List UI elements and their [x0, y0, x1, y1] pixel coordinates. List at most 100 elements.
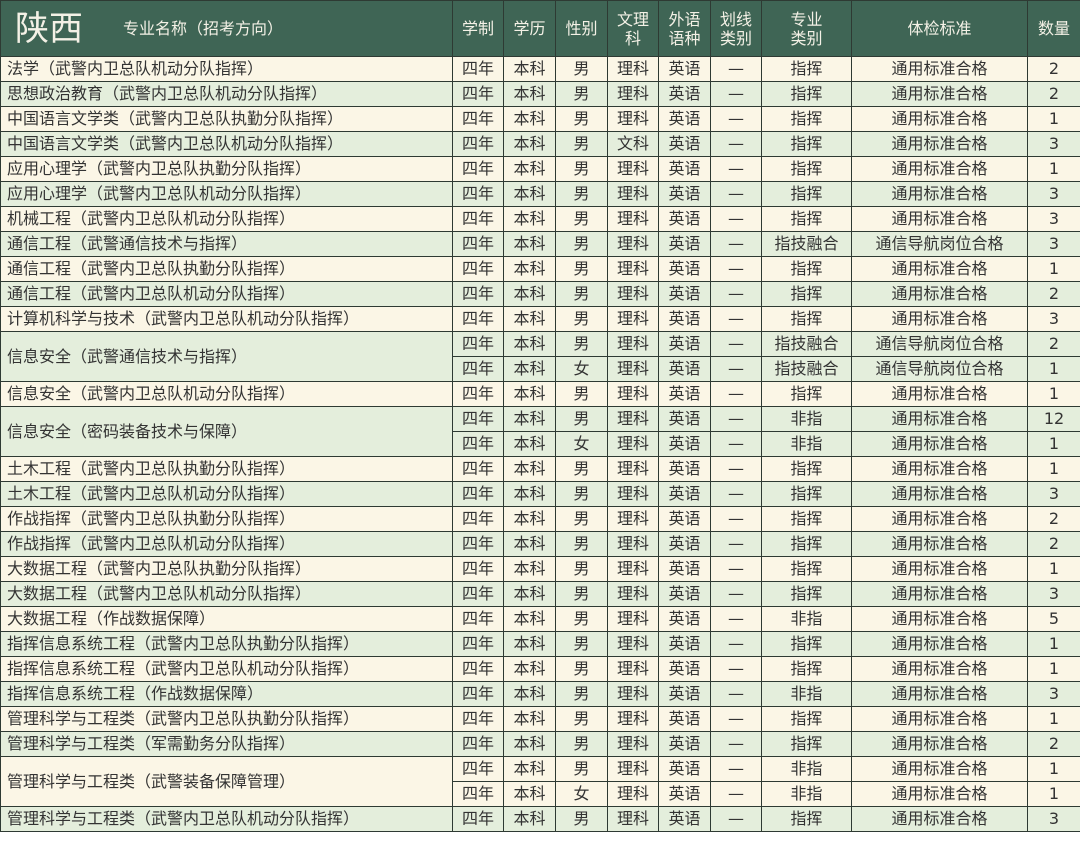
major-name: 应用心理学（武警内卫总队执勤分队指挥） — [0, 156, 453, 182]
cell-cutoff: — — [710, 731, 762, 757]
cell-physical: 通用标准合格 — [851, 531, 1028, 557]
cell-count: 1 — [1027, 656, 1080, 682]
cell-duration: 四年 — [452, 756, 504, 782]
cell-gender: 男 — [555, 456, 608, 482]
cell-physical: 通用标准合格 — [851, 581, 1028, 607]
cell-language: 英语 — [658, 781, 711, 807]
table-row: 通信工程（武警通信技术与指挥） 四年 本科男理科 英语 — 指技融合 通信导航岗位合格 3 — [0, 231, 1080, 257]
cell-subject: 理科 — [607, 531, 659, 557]
cell-category: 指挥 — [761, 631, 852, 657]
cell-count: 1 — [1027, 781, 1080, 807]
table-row: 大数据工程（作战数据保障） 四年 本科男理科 英语 — 非指 通用标准合格 5 — [0, 606, 1080, 632]
table-row: 指挥信息系统工程（作战数据保障） 四年 本科男理科 英语 — 非指 通用标准合格 3 — [0, 681, 1080, 707]
cell-degree: 本科 — [503, 431, 556, 457]
cell-physical: 通用标准合格 — [851, 656, 1028, 682]
table-row: 机械工程（武警内卫总队机动分队指挥） 四年 本科男理科 英语 — 指挥 通用标准合格 3 — [0, 206, 1080, 232]
cell-cutoff: — — [710, 381, 762, 407]
major-name: 通信工程（武警通信技术与指挥） — [0, 231, 453, 257]
cell-duration: 四年 — [452, 306, 504, 332]
table-row: 信息安全（密码装备技术与保障） 四年 本科男理科 英语 — 非指 通用标准合格 12 — [0, 406, 1080, 457]
cell-category: 指挥 — [761, 306, 852, 332]
column-header-duration: 学制 — [452, 0, 504, 57]
cell-gender: 男 — [555, 406, 608, 432]
cell-count: 3 — [1027, 681, 1080, 707]
cell-cutoff: — — [710, 106, 762, 132]
major-name: 思想政治教育（武警内卫总队机动分队指挥） — [0, 81, 453, 107]
major-name: 大数据工程（作战数据保障） — [0, 606, 453, 632]
cell-category: 指技融合 — [761, 331, 852, 357]
cell-subject: 理科 — [607, 681, 659, 707]
cell-category: 指挥 — [761, 281, 852, 307]
major-name: 土木工程（武警内卫总队机动分队指挥） — [0, 481, 453, 507]
column-header-language: 外语 语种 — [658, 0, 711, 57]
table-row: 中国语言文学类（武警内卫总队执勤分队指挥） 四年 本科男理科 英语 — 指挥 通用标准合格 1 — [0, 106, 1080, 132]
cell-physical: 通用标准合格 — [851, 706, 1028, 732]
cell-language: 英语 — [658, 281, 711, 307]
cell-degree: 本科 — [503, 231, 556, 257]
cell-gender: 男 — [555, 481, 608, 507]
major-name: 土木工程（武警内卫总队执勤分队指挥） — [0, 456, 453, 482]
table-row: 信息安全（武警通信技术与指挥） 四年 本科男理科 英语 — 指技融合 通信导航岗位合格 2 — [0, 331, 1080, 382]
cell-physical: 通信导航岗位合格 — [851, 331, 1028, 357]
cell-degree: 本科 — [503, 356, 556, 382]
cell-physical: 通信导航岗位合格 — [851, 231, 1028, 257]
major-name: 计算机科学与技术（武警内卫总队机动分队指挥） — [0, 306, 453, 332]
major-name: 机械工程（武警内卫总队机动分队指挥） — [0, 206, 453, 232]
cell-subject: 理科 — [607, 706, 659, 732]
cell-physical: 通用标准合格 — [851, 431, 1028, 457]
cell-category: 非指 — [761, 781, 852, 807]
cell-physical: 通用标准合格 — [851, 731, 1028, 757]
cell-language: 英语 — [658, 506, 711, 532]
cell-category: 指挥 — [761, 381, 852, 407]
cell-category: 非指 — [761, 431, 852, 457]
cell-subject: 理科 — [607, 631, 659, 657]
cell-duration: 四年 — [452, 381, 504, 407]
cell-count: 3 — [1027, 306, 1080, 332]
cell-degree: 本科 — [503, 506, 556, 532]
cell-cutoff: — — [710, 131, 762, 157]
cell-category: 指挥 — [761, 156, 852, 182]
cell-subject: 文科 — [607, 131, 659, 157]
table-row: 应用心理学（武警内卫总队执勤分队指挥） 四年 本科男理科 英语 — 指挥 通用标准合格 1 — [0, 156, 1080, 182]
cell-category: 非指 — [761, 406, 852, 432]
cell-language: 英语 — [658, 606, 711, 632]
cell-gender: 男 — [555, 206, 608, 232]
cell-subject: 理科 — [607, 181, 659, 207]
cell-language: 英语 — [658, 56, 711, 82]
cell-physical: 通用标准合格 — [851, 106, 1028, 132]
cell-language: 英语 — [658, 331, 711, 357]
table-row: 通信工程（武警内卫总队机动分队指挥） 四年 本科男理科 英语 — 指挥 通用标准合格 2 — [0, 281, 1080, 307]
cell-duration: 四年 — [452, 481, 504, 507]
cell-duration: 四年 — [452, 106, 504, 132]
cell-duration: 四年 — [452, 556, 504, 582]
cell-degree: 本科 — [503, 406, 556, 432]
cell-gender: 男 — [555, 331, 608, 357]
cell-count: 1 — [1027, 756, 1080, 782]
cell-subject: 理科 — [607, 206, 659, 232]
cell-category: 指挥 — [761, 706, 852, 732]
cell-count: 1 — [1027, 381, 1080, 407]
table-row: 土木工程（武警内卫总队执勤分队指挥） 四年 本科男理科 英语 — 指挥 通用标准合格 1 — [0, 456, 1080, 482]
cell-count: 1 — [1027, 356, 1080, 382]
major-name: 通信工程（武警内卫总队机动分队指挥） — [0, 281, 453, 307]
cell-duration: 四年 — [452, 781, 504, 807]
cell-physical: 通用标准合格 — [851, 756, 1028, 782]
cell-gender: 男 — [555, 756, 608, 782]
table-row: 四年 本科女理科 英语 — 非指 通用标准合格 1 — [1, 781, 1080, 807]
cell-count: 1 — [1027, 106, 1080, 132]
cell-degree: 本科 — [503, 731, 556, 757]
cell-category: 指挥 — [761, 581, 852, 607]
cell-count: 12 — [1027, 406, 1080, 432]
cell-gender: 女 — [555, 431, 608, 457]
cell-physical: 通用标准合格 — [851, 456, 1028, 482]
cell-category: 指挥 — [761, 556, 852, 582]
cell-gender: 男 — [555, 106, 608, 132]
major-name: 中国语言文学类（武警内卫总队执勤分队指挥） — [0, 106, 453, 132]
major-name: 管理科学与工程类（武警装备保障管理） — [0, 756, 453, 807]
cell-gender: 男 — [555, 281, 608, 307]
cell-degree: 本科 — [503, 606, 556, 632]
cell-physical: 通用标准合格 — [851, 606, 1028, 632]
cell-subject: 理科 — [607, 581, 659, 607]
cell-count: 2 — [1027, 531, 1080, 557]
cell-degree: 本科 — [503, 756, 556, 782]
